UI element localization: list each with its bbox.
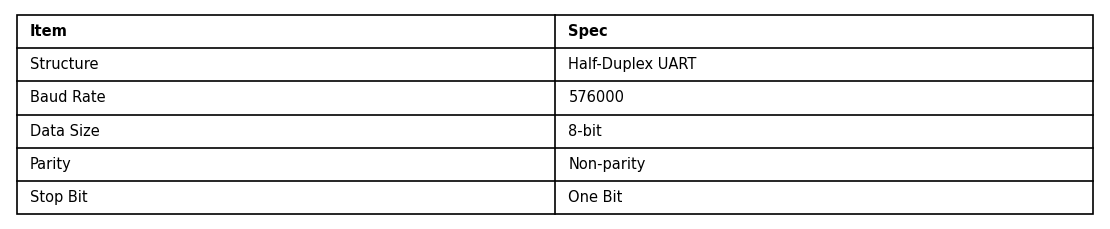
Text: 576000: 576000 [568,90,624,105]
Text: Item: Item [30,24,68,39]
Text: Parity: Parity [30,157,72,172]
Bar [17,15,1093,214]
Text: Structure: Structure [30,57,99,72]
Text: Spec: Spec [568,24,608,39]
Text: Stop Bit: Stop Bit [30,190,88,205]
Text: 8-bit: 8-bit [568,124,602,139]
Text: Half-Duplex UART: Half-Duplex UART [568,57,697,72]
Text: Data Size: Data Size [30,124,100,139]
Text: Baud Rate: Baud Rate [30,90,105,105]
Text: One Bit: One Bit [568,190,623,205]
Text: Non-parity: Non-parity [568,157,646,172]
